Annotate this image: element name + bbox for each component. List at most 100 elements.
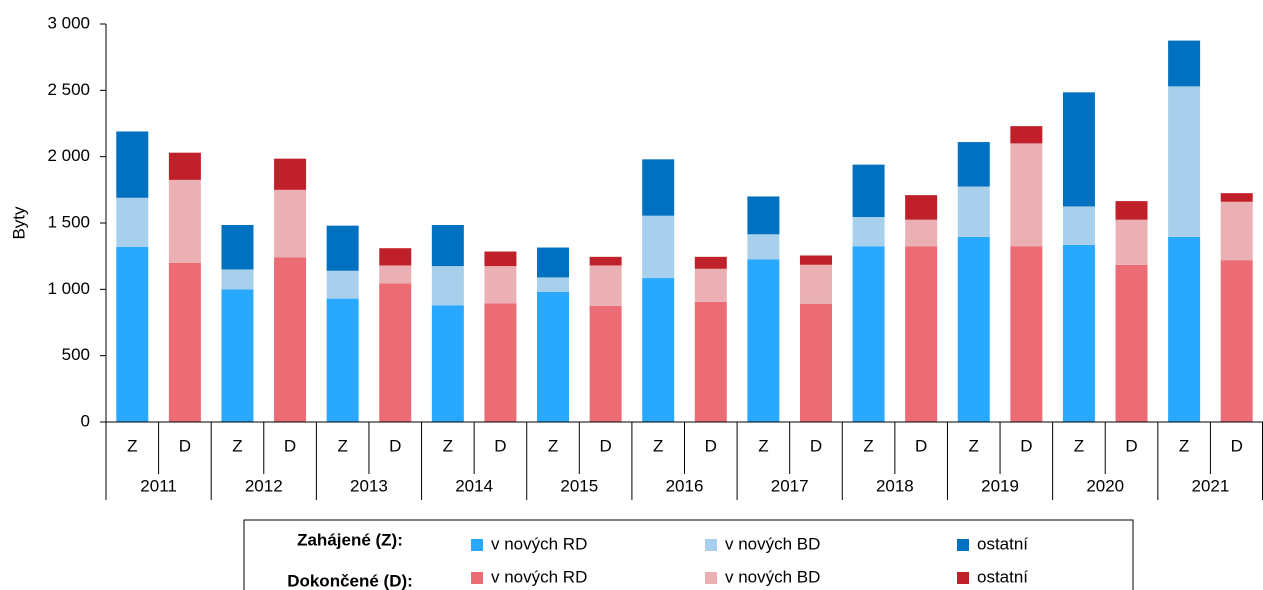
x-tick-label: D — [599, 436, 611, 455]
bar-segment — [168, 179, 201, 263]
legend-label: v nových RD — [491, 567, 587, 586]
bar-segment — [1168, 236, 1201, 422]
legend-swatch — [471, 572, 483, 584]
x-tick-label: Z — [758, 436, 768, 455]
bar-segment — [799, 303, 832, 422]
bar-segment — [852, 246, 885, 422]
y-tick-label: 2 500 — [47, 80, 90, 99]
y-tick-label: 1 500 — [47, 212, 90, 231]
bar-segment — [1010, 143, 1043, 247]
bar-segment — [379, 283, 412, 422]
x-tick-label: D — [1231, 436, 1243, 455]
bar-segment — [537, 277, 570, 292]
bar-segment — [747, 234, 780, 260]
bar-segment — [274, 257, 307, 422]
bar-segment — [852, 164, 885, 218]
bar-segment — [484, 303, 517, 422]
x-tick-label: Z — [969, 436, 979, 455]
x-tick-label: Z — [232, 436, 242, 455]
x-tick-label: D — [915, 436, 927, 455]
legend-label: ostatní — [977, 567, 1028, 586]
x-tick-label: Z — [863, 436, 873, 455]
bar-segment — [221, 269, 254, 290]
group-label: 2013 — [350, 476, 388, 495]
x-tick-label: D — [1020, 436, 1032, 455]
bar-segment — [957, 142, 990, 187]
bar-segment — [379, 248, 412, 266]
bar-segment — [1010, 126, 1043, 144]
bar-segment — [905, 246, 938, 422]
bar-segment — [905, 219, 938, 247]
legend-box — [243, 519, 1134, 590]
bar-segment — [431, 266, 464, 306]
bar-segment — [747, 196, 780, 235]
x-tick-label: Z — [1179, 436, 1189, 455]
bar-segment — [589, 305, 622, 422]
group-label: 2011 — [140, 476, 177, 495]
bar-segment — [694, 256, 727, 269]
group-label: 2020 — [1086, 476, 1124, 495]
bar-segment — [1010, 246, 1043, 422]
bar-segment — [431, 224, 464, 267]
legend-swatch — [705, 539, 717, 551]
group-label: 2012 — [245, 476, 283, 495]
legend-swatch — [957, 539, 969, 551]
bar-segment — [116, 197, 149, 247]
bar-segment — [642, 278, 675, 422]
bar-segment — [168, 262, 201, 422]
bar-segment — [1220, 193, 1253, 202]
group-label: 2021 — [1191, 476, 1229, 495]
bar-segment — [799, 255, 832, 265]
bar-segment — [168, 152, 201, 180]
bar-segment — [274, 158, 307, 190]
bar-segment — [852, 217, 885, 247]
bar-segment — [379, 265, 412, 284]
bar-segment — [1062, 244, 1095, 422]
y-tick-label: 0 — [81, 411, 90, 430]
x-tick-label: D — [1125, 436, 1137, 455]
group-label: 2017 — [771, 476, 809, 495]
bar-segment — [1062, 206, 1095, 245]
bar-segment — [589, 265, 622, 306]
group-label: 2016 — [666, 476, 704, 495]
bar-segment — [221, 289, 254, 422]
y-axis-label: Byty — [9, 206, 28, 240]
bar-segment — [326, 270, 359, 299]
y-tick-label: 500 — [62, 345, 90, 364]
legend-label: v nových BD — [725, 534, 820, 553]
bar-segment — [326, 225, 359, 271]
group-label: 2019 — [981, 476, 1019, 495]
x-tick-label: Z — [1074, 436, 1084, 455]
x-tick-label: Z — [548, 436, 558, 455]
bar-segment — [116, 246, 149, 422]
bar-segment — [1115, 219, 1148, 265]
bar-segment — [1220, 260, 1253, 422]
x-tick-label: Z — [127, 436, 137, 455]
y-tick-label: 1 000 — [47, 279, 90, 298]
x-tick-label: D — [389, 436, 401, 455]
bar-segment — [957, 236, 990, 422]
bar-segment — [274, 189, 307, 258]
legend-swatch — [705, 572, 717, 584]
bar-segment — [642, 215, 675, 279]
x-tick-label: D — [179, 436, 191, 455]
bar-segment — [484, 266, 517, 304]
y-tick-label: 2 000 — [47, 146, 90, 165]
legend-title: Zahájené (Z): — [297, 530, 403, 549]
bar-segment — [1168, 86, 1201, 237]
bar-segment — [537, 291, 570, 422]
y-tick-label: 3 000 — [47, 13, 90, 32]
x-tick-label: D — [284, 436, 296, 455]
x-tick-label: Z — [653, 436, 663, 455]
legend-label: ostatní — [977, 534, 1028, 553]
x-tick-label: D — [705, 436, 717, 455]
legend-label: v nových BD — [725, 567, 820, 586]
bar-segment — [537, 247, 570, 278]
bar-segment — [589, 256, 622, 266]
legend-label: v nových RD — [491, 534, 587, 553]
bar-segment — [747, 259, 780, 422]
x-tick-label: Z — [443, 436, 453, 455]
bar-segment — [484, 251, 517, 267]
legend-swatch — [957, 572, 969, 584]
bar-segment — [905, 195, 938, 220]
